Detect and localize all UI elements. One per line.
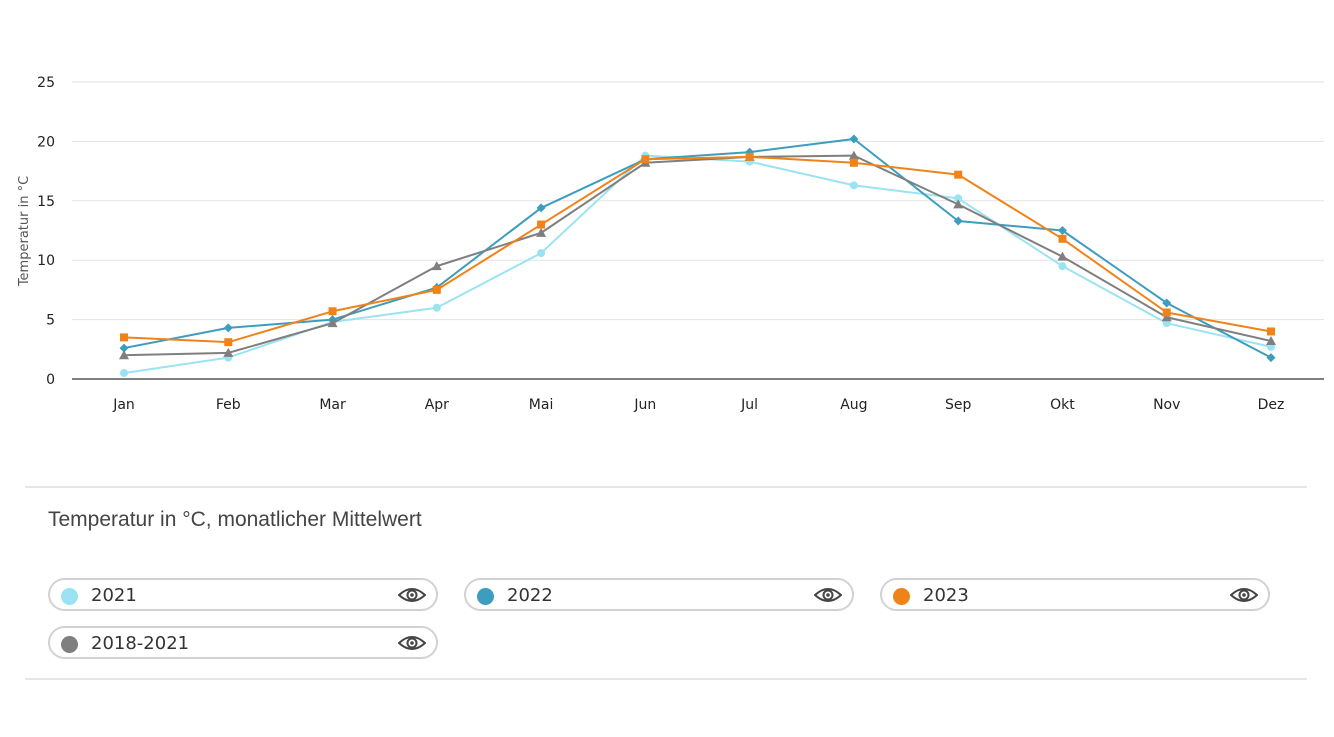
eye-icon[interactable] <box>1230 585 1258 605</box>
eye-icon[interactable] <box>398 633 426 653</box>
data-point-2023 <box>641 155 650 164</box>
y-axis-title: Temperatur in °C <box>17 176 32 287</box>
legend-label: 2022 <box>507 585 553 606</box>
divider-bottom <box>25 678 1307 680</box>
x-tick-label: Mai <box>529 397 554 413</box>
data-point-2022 <box>536 203 546 213</box>
x-tick-label: Dez <box>1258 397 1285 413</box>
data-point-2021 <box>432 303 441 312</box>
data-point-2018-2021 <box>119 350 129 360</box>
data-point-2023 <box>224 338 233 347</box>
x-tick-label: Feb <box>216 397 241 413</box>
y-tick-label: 20 <box>37 134 55 150</box>
y-tick-label: 15 <box>37 194 55 210</box>
data-point-2018-2021 <box>1161 312 1172 322</box>
x-tick-label: Apr <box>425 397 449 413</box>
data-point-2021 <box>120 369 128 378</box>
data-point-2023 <box>954 170 963 179</box>
legend-item-2023[interactable]: 2023 <box>880 578 1270 611</box>
legend-color-dot <box>61 636 78 653</box>
legend-color-dot <box>893 588 910 605</box>
data-point-2023 <box>328 307 337 316</box>
data-point-2021 <box>537 249 546 258</box>
x-tick-label: Jul <box>740 397 758 413</box>
data-point-2022 <box>849 134 859 144</box>
legend-label: 2023 <box>923 585 969 606</box>
data-point-2022 <box>953 216 963 226</box>
data-point-2023 <box>432 285 441 294</box>
legend-color-dot <box>61 588 78 605</box>
data-point-2022 <box>1162 298 1172 308</box>
x-tick-label: Aug <box>840 397 867 413</box>
data-point-2023 <box>120 333 128 342</box>
data-point-2023 <box>1267 327 1275 336</box>
x-tick-label: Sep <box>945 397 972 413</box>
data-point-2021 <box>849 181 858 190</box>
legend-item-2022[interactable]: 2022 <box>464 578 854 611</box>
data-point-2022 <box>1057 226 1067 235</box>
x-tick-label: Nov <box>1153 397 1180 413</box>
data-point-2023 <box>537 220 546 229</box>
data-point-2018-2021 <box>1266 335 1276 345</box>
line-chart: 0 5 10 15 20 25 Jan Feb Mar Apr Mai Jun Jul Aug Sep Okt… <box>17 75 1324 413</box>
data-point-2022 <box>223 323 233 333</box>
data-point-2021 <box>1058 262 1067 271</box>
data-point-2023 <box>1058 234 1067 243</box>
legend-label: 2021 <box>91 585 137 606</box>
data-point-2018-2021 <box>327 318 338 328</box>
legend-label: 2018-2021 <box>91 633 190 654</box>
eye-icon[interactable] <box>814 585 842 605</box>
x-tick-label: Jun <box>633 397 656 413</box>
legend-color-dot <box>477 588 494 605</box>
data-point-2018-2021 <box>848 150 859 160</box>
data-point-2018-2021 <box>536 227 547 237</box>
y-tick-label: 10 <box>37 253 55 269</box>
x-tick-label: Okt <box>1050 397 1075 413</box>
series-line-2018-2021 <box>123 154 1272 357</box>
series-line-2023 <box>123 155 1272 344</box>
legend-item-2021[interactable]: 2021 <box>48 578 438 611</box>
data-point-2022 <box>119 343 129 353</box>
data-point-2023 <box>849 158 858 167</box>
divider-top <box>25 486 1307 488</box>
y-tick-label: 5 <box>46 313 55 329</box>
x-tick-label: Jan <box>112 397 135 413</box>
eye-icon[interactable] <box>398 585 426 605</box>
chart-caption: Temperatur in °C, monatlicher Mittelwert <box>48 508 422 531</box>
data-point-2023 <box>745 152 754 161</box>
y-tick-label: 25 <box>37 75 55 91</box>
series-line-2022 <box>123 138 1272 359</box>
x-tick-label: Mar <box>319 397 346 413</box>
data-point-2021 <box>954 194 963 203</box>
data-point-2022 <box>1266 353 1276 363</box>
y-tick-label: 0 <box>46 372 55 388</box>
data-point-2018-2021 <box>223 347 234 357</box>
data-point-2023 <box>1162 308 1171 317</box>
data-point-2018-2021 <box>431 261 442 271</box>
legend-item-2018-2021[interactable]: 2018-2021 <box>48 626 438 659</box>
data-point-2018-2021 <box>953 199 964 209</box>
data-point-2018-2021 <box>1057 251 1068 261</box>
